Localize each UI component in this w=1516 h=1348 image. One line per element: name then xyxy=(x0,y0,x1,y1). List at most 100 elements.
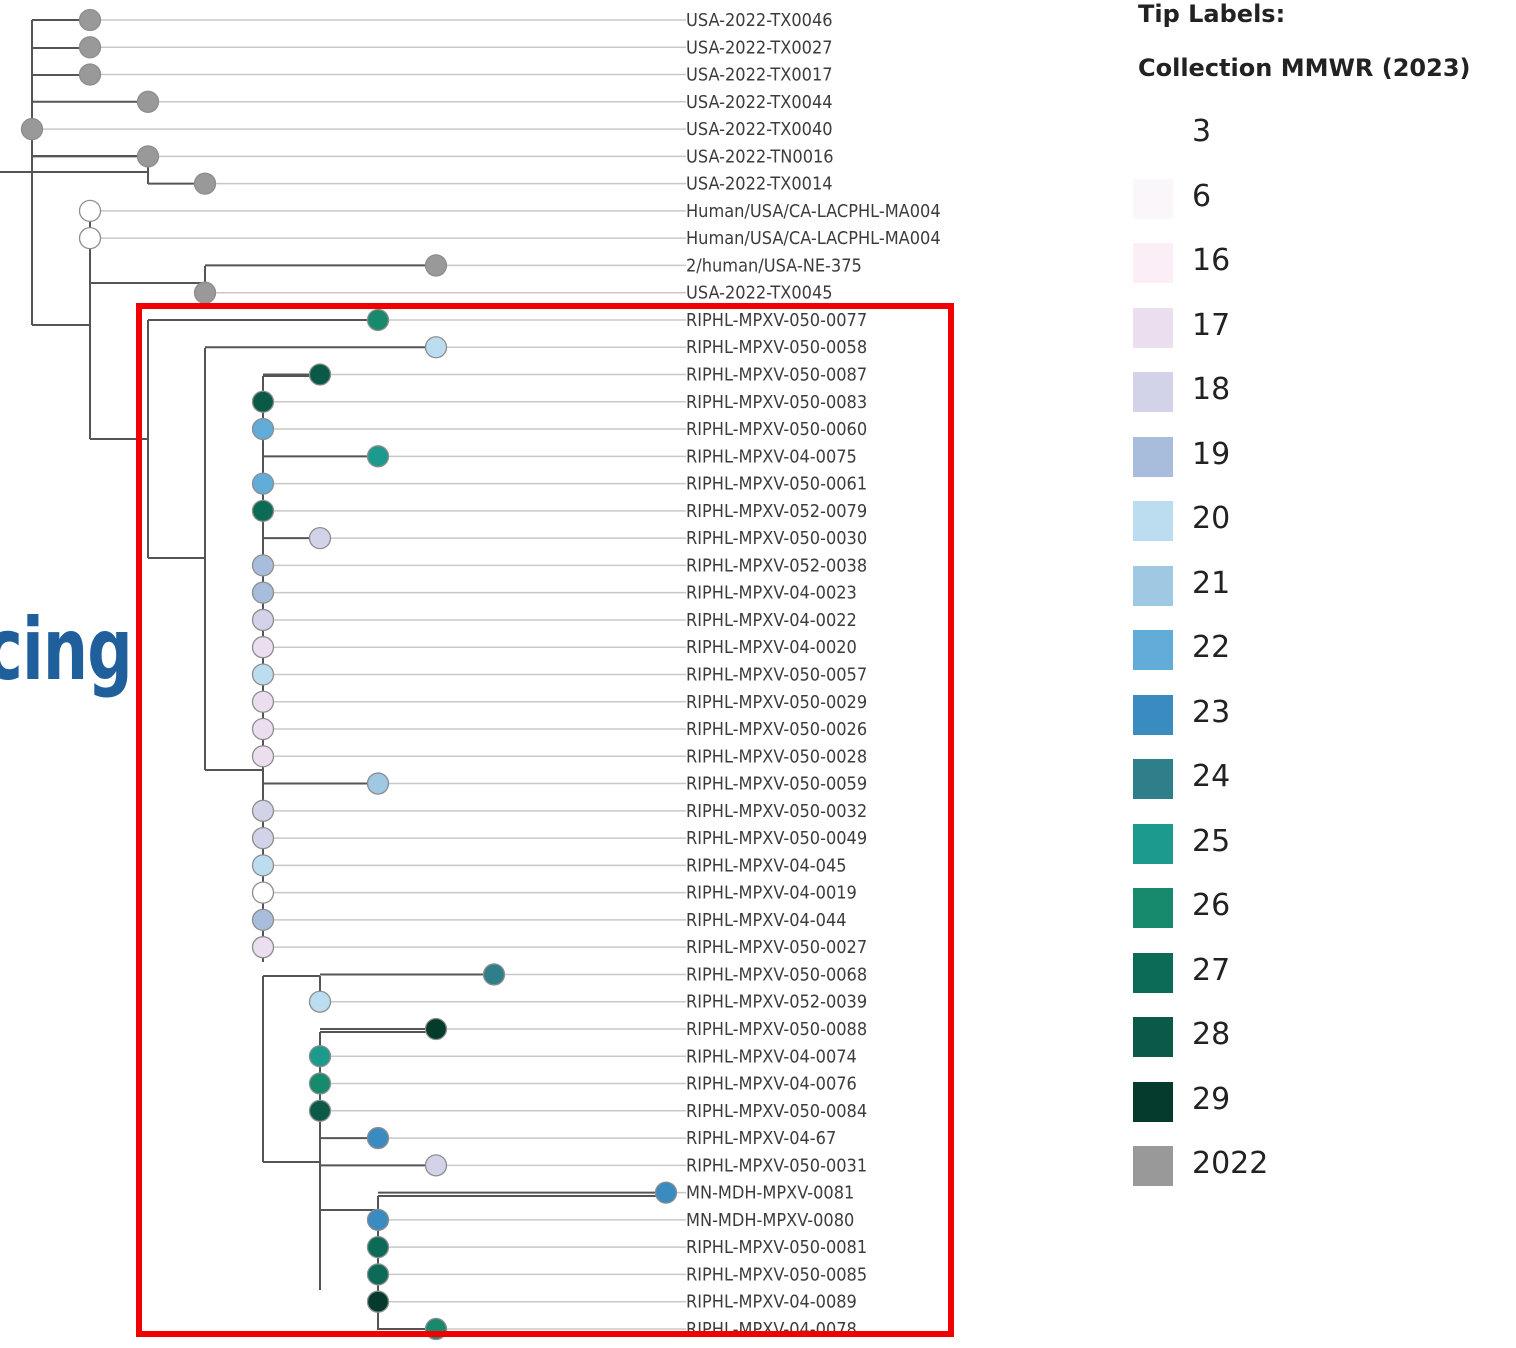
legend-label: 6 xyxy=(1192,178,1212,214)
legend-label: 19 xyxy=(1192,436,1231,472)
tip-label: RIPHL-MPXV-050-0081 xyxy=(686,1237,867,1258)
tip-node xyxy=(424,1017,448,1041)
legend-item: 27 xyxy=(1130,951,1430,995)
tip-label: RIPHL-MPXV-050-0068 xyxy=(686,964,867,985)
tip-label: RIPHL-MPXV-04-67 xyxy=(686,1128,836,1149)
legend-swatch xyxy=(1133,436,1173,477)
tip-label: RIPHL-MPXV-052-0039 xyxy=(686,992,867,1013)
legend-label: 21 xyxy=(1192,565,1231,601)
legend-label: 2022 xyxy=(1192,1146,1269,1181)
legend-label: 23 xyxy=(1192,694,1231,730)
tip-label: RIPHL-MPXV-04-0023 xyxy=(686,583,857,604)
legend-swatch xyxy=(1133,307,1173,348)
tip-node xyxy=(308,363,332,386)
legend-item: 21 xyxy=(1130,564,1430,608)
highlight-box xyxy=(136,303,954,1337)
tip-node xyxy=(308,1072,332,1095)
legend-label: 28 xyxy=(1192,1017,1231,1052)
tip-node xyxy=(366,772,390,795)
tip-label: RIPHL-MPXV-050-0057 xyxy=(686,664,867,685)
tip-label: RIPHL-MPXV-04-045 xyxy=(686,855,847,876)
tip-label: RIPHL-MPXV-04-0074 xyxy=(686,1046,857,1067)
legend-item: 23 xyxy=(1130,693,1430,737)
tip-node xyxy=(366,445,390,468)
tip-label: RIPHL-MPXV-050-0049 xyxy=(686,828,867,849)
legend-label: 27 xyxy=(1192,952,1231,988)
tip-node xyxy=(654,1181,678,1204)
tip-label: RIPHL-MPXV-050-0030 xyxy=(686,528,867,549)
tip-node xyxy=(251,936,275,959)
tip-label: RIPHL-MPXV-04-0022 xyxy=(686,610,857,631)
tip-node xyxy=(251,636,275,659)
legend-subtitle: Collection MMWR (2023) xyxy=(1138,54,1471,82)
tip-label: RIPHL-MPXV-050-0032 xyxy=(686,801,867,822)
tip-label: RIPHL-MPXV-050-0061 xyxy=(686,474,867,495)
tip-node xyxy=(251,745,275,768)
tip-label: RIPHL-MPXV-050-0027 xyxy=(686,937,867,958)
tip-label: RIPHL-MPXV-050-0087 xyxy=(686,365,867,386)
tip-node xyxy=(20,117,44,141)
tip-node xyxy=(251,854,275,877)
tip-label: USA-2022-TX0044 xyxy=(686,92,833,113)
tip-node xyxy=(251,908,275,932)
legend-item: 25 xyxy=(1130,822,1430,866)
tip-node xyxy=(78,8,102,32)
legend-label: 20 xyxy=(1192,501,1231,536)
legend-swatch xyxy=(1133,888,1173,928)
tip-node xyxy=(136,90,160,113)
tip-label: RIPHL-MPXV-04-0020 xyxy=(686,637,857,658)
legend-label: 18 xyxy=(1192,372,1231,407)
legend-swatch xyxy=(1133,178,1173,219)
tip-label: Human/USA/CA-LACPHL-MA004 xyxy=(686,228,941,249)
tip-node xyxy=(424,336,448,359)
legend-swatch xyxy=(1133,372,1173,412)
tip-node xyxy=(251,799,275,822)
tip-label: RIPHL-MPXV-04-0089 xyxy=(686,1292,857,1313)
tip-node xyxy=(251,663,275,686)
tip-node xyxy=(366,1236,390,1259)
tip-label: USA-2022-TX0040 xyxy=(686,119,833,140)
legend-swatch xyxy=(1133,1146,1173,1186)
tip-node xyxy=(193,281,217,304)
tip-label: RIPHL-MPXV-052-0079 xyxy=(686,501,867,522)
tip-label: USA-2022-TX0017 xyxy=(686,65,833,86)
tip-node xyxy=(308,526,332,550)
tip-node xyxy=(251,499,275,523)
tip-node xyxy=(366,1263,390,1286)
legend-item: 2022 xyxy=(1130,1144,1430,1188)
tip-node xyxy=(366,308,390,332)
legend-title: Tip Labels: xyxy=(1138,0,1286,28)
tip-label: RIPHL-MPXV-050-0060 xyxy=(686,419,867,440)
legend-item: 22 xyxy=(1130,628,1430,672)
legend-swatch xyxy=(1133,1017,1173,1057)
tip-label: RIPHL-MPXV-050-0028 xyxy=(686,746,867,767)
legend-swatch xyxy=(1133,759,1173,799)
tip-label: RIPHL-MPXV-050-0085 xyxy=(686,1264,867,1285)
tip-label: RIPHL-MPXV-050-0077 xyxy=(686,310,867,331)
legend-label: 22 xyxy=(1192,630,1231,665)
legend-label: 24 xyxy=(1192,759,1231,794)
legend-item: 29 xyxy=(1130,1080,1430,1124)
legend-item: 6 xyxy=(1130,177,1430,221)
tip-label: Human/USA/CA-LACPHL-MA004 xyxy=(686,201,941,222)
tip-label: RIPHL-MPXV-052-0038 xyxy=(686,555,867,576)
tip-label: RIPHL-MPXV-050-0059 xyxy=(686,774,867,795)
tip-label: RIPHL-MPXV-04-0075 xyxy=(686,446,857,467)
legend-swatch xyxy=(1133,1081,1173,1122)
tip-label: RIPHL-MPXV-04-0019 xyxy=(686,883,857,904)
legend-label: 29 xyxy=(1192,1081,1231,1117)
legend-label: 26 xyxy=(1192,888,1231,923)
legend-item: 24 xyxy=(1130,757,1430,801)
legend-item: 19 xyxy=(1130,435,1430,479)
legend-swatch xyxy=(1133,114,1173,154)
tip-label: USA-2022-TN0016 xyxy=(686,146,834,167)
tip-node xyxy=(366,1126,390,1150)
tip-node xyxy=(251,881,275,904)
tip-label: USA-2022-TX0014 xyxy=(686,174,833,195)
tip-label: RIPHL-MPXV-050-0084 xyxy=(686,1101,867,1122)
legend-label: 16 xyxy=(1192,243,1231,278)
tip-node xyxy=(424,254,448,277)
legend-item: 20 xyxy=(1130,499,1430,543)
legend-swatch xyxy=(1133,565,1173,606)
